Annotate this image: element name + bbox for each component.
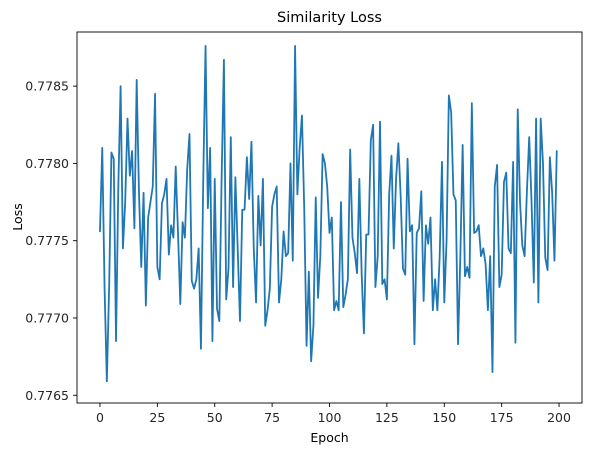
x-tick-label: 150 bbox=[432, 410, 456, 425]
x-tick-label: 125 bbox=[375, 410, 399, 425]
x-tick-label: 25 bbox=[149, 410, 165, 425]
x-tick-label: 175 bbox=[490, 410, 514, 425]
y-tick-label: 0.7770 bbox=[25, 310, 69, 325]
x-tick-label: 75 bbox=[264, 410, 280, 425]
chart-title: Similarity Loss bbox=[277, 10, 382, 26]
x-tick-label: 100 bbox=[318, 410, 342, 425]
y-tick-label: 0.7780 bbox=[25, 156, 69, 171]
x-tick-label: 50 bbox=[207, 410, 223, 425]
y-axis-label: Loss bbox=[10, 203, 25, 230]
plot-frame bbox=[76, 31, 583, 404]
x-axis-ticks: 0 25 50 75 100 125 150 175 200 bbox=[96, 403, 571, 425]
y-tick-label: 0.7775 bbox=[25, 233, 69, 248]
y-tick-label: 0.7765 bbox=[25, 388, 69, 403]
y-tick-label: 0.7785 bbox=[25, 79, 69, 94]
series-line-loss bbox=[99, 45, 558, 383]
x-axis-label: Epoch bbox=[310, 430, 348, 445]
y-axis-ticks: 0.7765 0.7770 0.7775 0.7780 0.7785 bbox=[25, 79, 77, 403]
x-tick-label: 0 bbox=[96, 410, 104, 425]
x-tick-label: 200 bbox=[547, 410, 571, 425]
